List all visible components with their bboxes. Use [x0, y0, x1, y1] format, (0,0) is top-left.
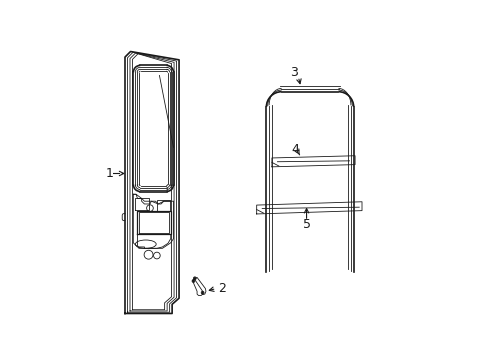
- Text: 3: 3: [290, 66, 298, 79]
- Text: 1: 1: [106, 167, 114, 180]
- Text: 5: 5: [302, 218, 311, 231]
- Circle shape: [202, 292, 203, 293]
- Circle shape: [193, 280, 194, 282]
- Text: 4: 4: [292, 143, 299, 157]
- Text: 2: 2: [218, 282, 226, 295]
- Circle shape: [195, 278, 196, 279]
